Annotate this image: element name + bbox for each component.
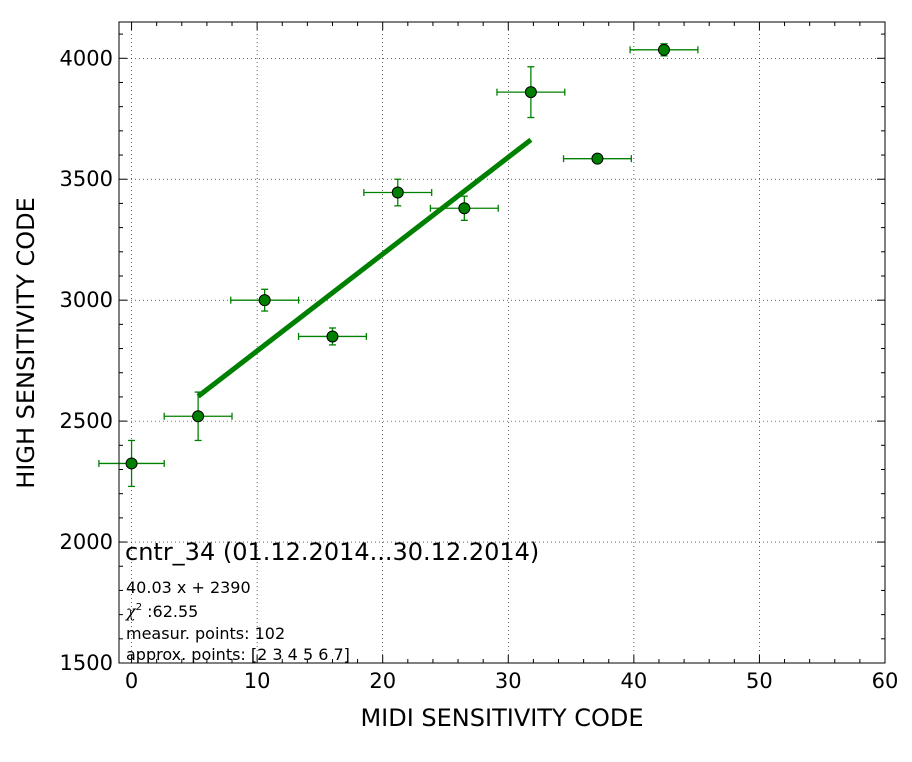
x-tick-label: 40 <box>620 669 647 693</box>
data-point <box>258 294 271 307</box>
x-tick-label: 10 <box>244 669 271 693</box>
data-point <box>524 86 537 99</box>
y-axis-label: HIGH SENSITIVITY CODE <box>12 197 40 489</box>
annotation-chi-square: χ2 :62.55 <box>125 602 198 621</box>
tick-labels: 0 10 20 30 40 50 60 1500 2000 2500 3000 3500 4000 <box>60 46 899 693</box>
y-tick-label: 2500 <box>60 409 113 433</box>
fit-line-layer <box>196 137 533 399</box>
x-tick-label: 50 <box>746 669 773 693</box>
data-point <box>458 202 471 215</box>
data-points <box>125 43 670 470</box>
y-tick-label: 1500 <box>60 651 113 675</box>
x-tick-label: 30 <box>495 669 522 693</box>
x-axis-label: MIDI SENSITIVITY CODE <box>360 704 643 732</box>
y-tick-label: 3000 <box>60 288 113 312</box>
plot-frame <box>118 21 886 664</box>
x-tick-label: 0 <box>125 669 138 693</box>
data-point <box>591 152 604 165</box>
chi-symbol: χ <box>125 602 137 621</box>
annotation-title: cntr_34 (01.12.2014...30.12.2014) <box>125 538 539 566</box>
y-tick-label: 3500 <box>60 167 113 191</box>
x-tick-label: 60 <box>872 669 899 693</box>
data-point <box>192 410 205 423</box>
axis-ticks <box>119 22 886 664</box>
y-tick-label: 2000 <box>60 530 113 554</box>
annotation-equation: 40.03 x + 2390 <box>126 578 251 597</box>
x-tick-label: 20 <box>369 669 396 693</box>
annotation-measur-points: measur. points: 102 <box>126 624 285 643</box>
y-tick-label: 4000 <box>60 46 113 70</box>
fit-line <box>196 137 533 399</box>
data-point <box>326 330 339 343</box>
annotation-approx-points: approx. points: [2 3 4 5 6 7] <box>126 645 350 664</box>
chi-value: :62.55 <box>142 602 198 621</box>
data-point <box>125 457 138 470</box>
data-point <box>657 43 670 56</box>
chi-superscript: 2 <box>136 602 142 613</box>
data-point <box>391 186 404 199</box>
